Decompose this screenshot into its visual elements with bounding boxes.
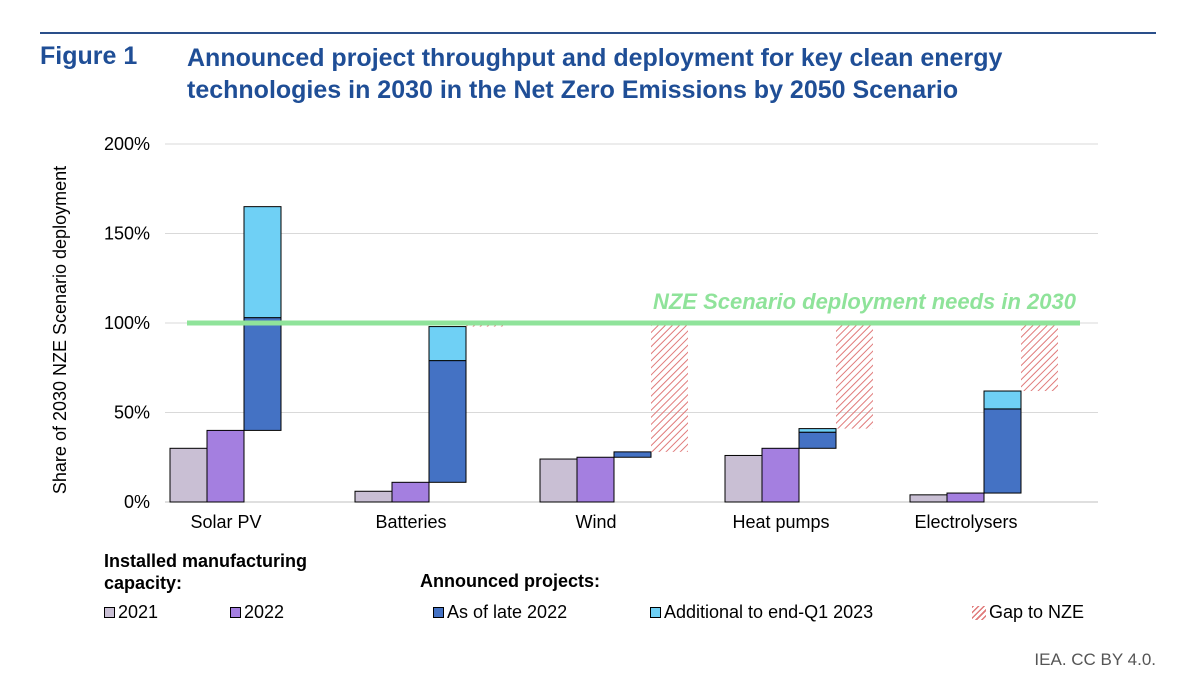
y-tick-label: 200%	[104, 134, 150, 154]
legend-item-2021: 2021	[104, 602, 158, 623]
bar-announced-late2022	[428, 360, 467, 483]
legend-swatch-2022	[230, 607, 241, 618]
bar-gap-to-nze	[836, 323, 873, 429]
legend-item-late2022: As of late 2022	[433, 602, 567, 623]
bar-2022	[576, 456, 615, 503]
legend-group1-title: Installed manufacturing capacity:	[104, 551, 308, 593]
bar-2021	[724, 454, 763, 503]
bar-announced-late2022	[243, 317, 282, 431]
legend-swatch-gap	[972, 605, 986, 620]
bar-2021	[539, 458, 578, 503]
x-tick-label: Electrolysers	[914, 512, 1017, 532]
bar-announced-late2022	[983, 408, 1022, 494]
source-credit: IEA. CC BY 4.0.	[1034, 650, 1156, 669]
legend-item-gap: Gap to NZE	[972, 602, 1084, 623]
bar-2021	[169, 447, 208, 503]
bar-2022	[761, 447, 800, 503]
legend-item-additional: Additional to end-Q1 2023	[650, 602, 873, 623]
bar-announced-additional	[243, 206, 282, 319]
figure-label: Figure 1	[40, 42, 138, 70]
legend-label-late2022: As of late 2022	[447, 602, 568, 622]
legend-group2-title: Announced projects:	[420, 571, 601, 591]
y-axis-label: Share of 2030 NZE Scenario deployment	[50, 166, 70, 494]
bar-announced-late2022	[798, 431, 837, 449]
y-tick-label: 50%	[114, 403, 150, 423]
bar-announced-additional	[428, 326, 467, 362]
bar-gap-to-nze	[1021, 323, 1058, 392]
y-tick-label: 0%	[124, 492, 150, 512]
bar-announced-additional	[983, 390, 1022, 410]
legend-label-gap: Gap to NZE	[989, 602, 1085, 622]
bar-2022	[391, 481, 430, 503]
top-rule	[40, 32, 1156, 34]
legend-swatch-additional	[650, 607, 661, 618]
nze-line-label: NZE Scenario deployment needs in 2030	[653, 289, 1077, 314]
bar-announced-late2022	[613, 451, 652, 458]
x-tick-label: Wind	[575, 512, 616, 532]
legend-label-2022: 2022	[244, 602, 285, 622]
y-tick-label: 100%	[104, 313, 150, 333]
x-tick-label: Batteries	[375, 512, 446, 532]
y-tick-label: 150%	[104, 224, 150, 244]
bar-gap-to-nze	[651, 323, 688, 452]
x-tick-label: Solar PV	[190, 512, 261, 532]
bar-2021	[909, 494, 948, 503]
x-tick-label: Heat pumps	[732, 512, 829, 532]
bar-announced-additional	[798, 428, 837, 433]
legend-label-2021: 2021	[118, 602, 159, 622]
bar-2021	[354, 490, 393, 503]
figure-title: Announced project throughput and deploym…	[187, 44, 1003, 104]
bar-2022	[946, 492, 985, 503]
bar-2022	[206, 429, 245, 503]
legend-item-2022: 2022	[230, 602, 284, 623]
legend-swatch-late2022	[433, 607, 444, 618]
legend-label-additional: Additional to end-Q1 2023	[664, 602, 874, 622]
legend-swatch-2021	[104, 607, 115, 618]
